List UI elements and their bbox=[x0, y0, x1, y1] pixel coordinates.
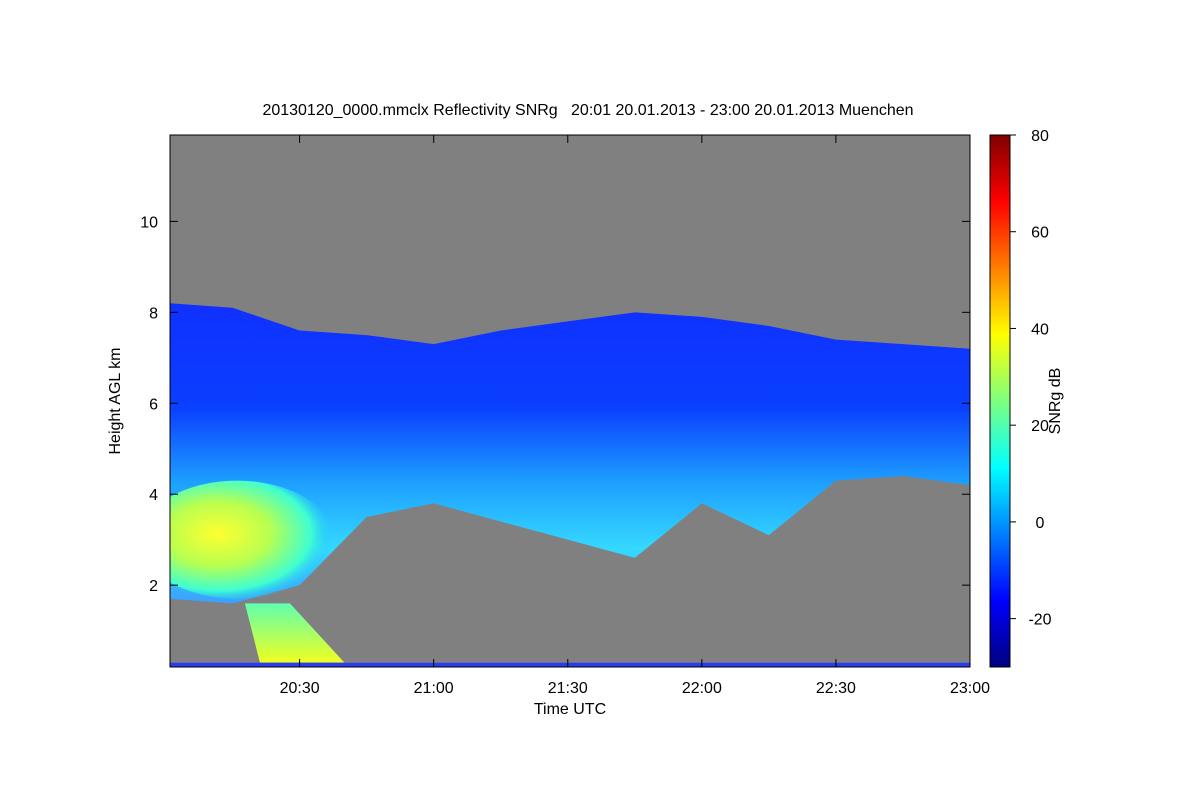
plot-frame bbox=[169, 134, 971, 668]
y-tick-label: 10 bbox=[140, 214, 158, 231]
colorbar-scale bbox=[989, 134, 1011, 668]
colorbar-label: SNRg dB bbox=[1047, 368, 1064, 435]
colorbar-tick-label: 20 bbox=[1031, 418, 1049, 435]
y-tick-label: 8 bbox=[149, 305, 158, 322]
echo-layer bbox=[170, 303, 970, 667]
high-snr-core bbox=[170, 480, 335, 599]
precip-fall-streak bbox=[244, 603, 345, 663]
colorbar-tick-label: 40 bbox=[1031, 321, 1049, 338]
x-tick-label: 22:00 bbox=[682, 680, 722, 697]
colorbar-tick-label: -20 bbox=[1028, 612, 1051, 629]
cloud-echo bbox=[170, 303, 970, 604]
colorbar-tick-label: 80 bbox=[1031, 128, 1049, 145]
colorbar-ticks: -20 0 20 40 60 80 bbox=[1010, 128, 1052, 629]
y-tick-label: 2 bbox=[149, 578, 158, 595]
x-tick-label: 22:30 bbox=[816, 680, 856, 697]
y-axis-label: Height AGL km bbox=[107, 347, 124, 454]
colorbar: -20 0 20 40 60 80 SNRg dB bbox=[989, 128, 1064, 668]
x-axis: 20:30 21:00 21:30 22:00 22:30 23:00 bbox=[280, 135, 990, 697]
x-tick-label: 23:00 bbox=[950, 680, 990, 697]
colorbar-tick-label: 60 bbox=[1031, 225, 1049, 242]
y-axis: 2 4 6 8 10 bbox=[140, 214, 970, 595]
x-tick-label: 21:30 bbox=[548, 680, 588, 697]
x-tick-label: 20:30 bbox=[280, 680, 320, 697]
y-tick-label: 6 bbox=[149, 396, 158, 413]
y-tick-label: 4 bbox=[149, 487, 158, 504]
x-tick-label: 21:00 bbox=[414, 680, 454, 697]
colorbar-tick-label: 0 bbox=[1036, 515, 1045, 532]
ground-clutter bbox=[170, 662, 970, 667]
chart-title: 20130120_0000.mmclx Reflectivity SNRg 20… bbox=[262, 102, 913, 119]
plot-area bbox=[170, 135, 970, 667]
x-axis-label: Time UTC bbox=[534, 701, 606, 718]
